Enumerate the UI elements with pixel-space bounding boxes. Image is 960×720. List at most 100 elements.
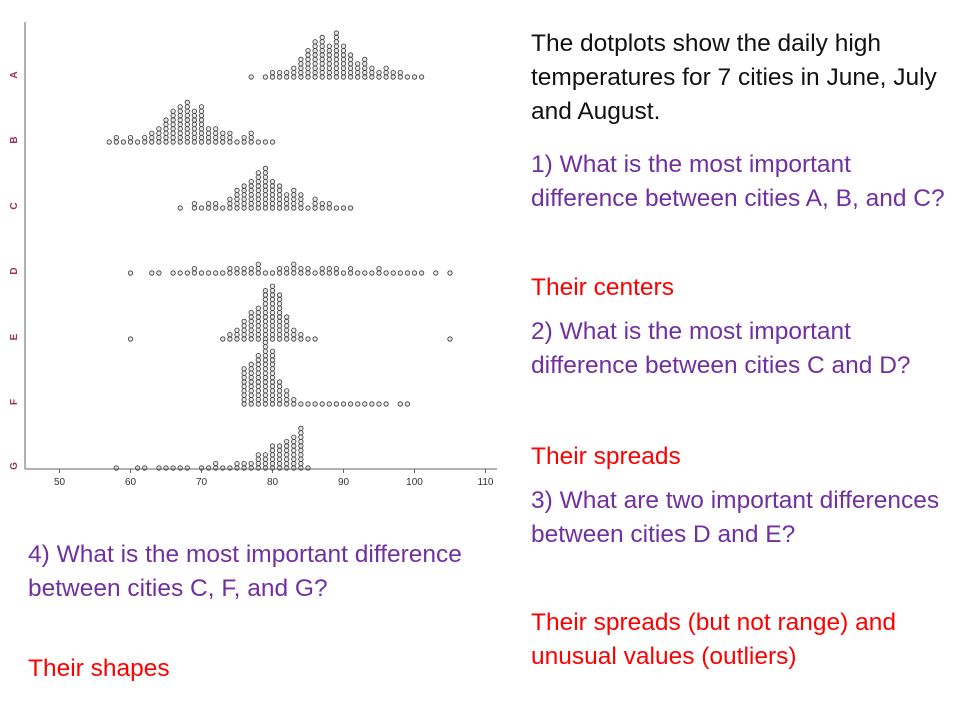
dot (198, 113, 205, 119)
dot (376, 74, 382, 80)
dot (276, 183, 283, 189)
dot (269, 327, 276, 333)
dot (333, 34, 339, 41)
dot (227, 139, 233, 145)
dot (163, 465, 169, 471)
dot (248, 323, 254, 329)
x-tick-label: 60 (125, 477, 137, 488)
dot (447, 270, 453, 276)
dot (319, 401, 325, 407)
dot (184, 113, 190, 119)
dot (255, 314, 261, 320)
dot (269, 314, 276, 320)
dot (347, 61, 354, 67)
dot (355, 74, 361, 80)
dot (248, 309, 254, 316)
dot (276, 401, 283, 407)
dot (298, 465, 304, 471)
dot (113, 135, 119, 141)
dot (255, 179, 261, 185)
dot (191, 139, 197, 145)
dot (241, 139, 247, 145)
dot (191, 117, 197, 123)
dot (269, 296, 276, 302)
dot (241, 374, 247, 381)
dot (220, 336, 226, 342)
dot (241, 396, 247, 403)
dot (269, 309, 276, 316)
dot (248, 74, 254, 80)
dot (227, 130, 233, 136)
category-label-b: B (9, 136, 20, 143)
dot (262, 305, 268, 311)
dot (276, 187, 283, 193)
dotplot-row-d: D (9, 261, 453, 276)
dot (284, 74, 290, 80)
dot (291, 447, 297, 453)
dot (177, 205, 183, 211)
dot (312, 39, 318, 45)
dot (276, 443, 283, 449)
dot (262, 465, 268, 471)
dot (447, 336, 453, 342)
dot (149, 130, 155, 136)
dot (184, 270, 190, 276)
dot (241, 401, 247, 407)
dot (326, 265, 332, 272)
dot (291, 401, 297, 407)
dot (177, 108, 183, 114)
dot (340, 70, 347, 76)
dot (298, 61, 304, 67)
dot (191, 121, 197, 128)
dot (284, 392, 290, 398)
dot (198, 108, 205, 114)
dot (319, 205, 325, 211)
question-3: 3) What are two important differences be… (531, 487, 940, 548)
dot (390, 74, 396, 80)
dot (184, 139, 190, 145)
dot (127, 336, 134, 342)
dot (248, 265, 254, 272)
dot (291, 65, 297, 71)
dot (184, 130, 190, 136)
dot (177, 270, 183, 276)
dot (255, 465, 261, 471)
dot (255, 366, 261, 372)
dot (227, 196, 233, 202)
dot (262, 456, 268, 462)
dot (248, 383, 254, 389)
dot (319, 201, 325, 207)
dot (291, 336, 297, 342)
dot (362, 270, 368, 276)
dot (291, 434, 297, 440)
dot (213, 201, 219, 207)
dot (284, 192, 290, 198)
dot (269, 361, 276, 367)
dot (312, 336, 318, 342)
dot (362, 56, 368, 63)
dot (305, 270, 311, 276)
dot (127, 139, 134, 145)
dot (262, 139, 268, 145)
dot (276, 314, 283, 320)
dot (149, 139, 155, 145)
dotplot-row-b: B (9, 99, 276, 145)
dot (269, 396, 276, 403)
dot (312, 47, 318, 54)
dot (411, 74, 418, 80)
dot (276, 452, 283, 458)
dot (255, 383, 261, 389)
dot (177, 104, 183, 110)
dot (269, 443, 276, 449)
dot (269, 192, 276, 198)
dot (248, 374, 254, 381)
dot (284, 465, 290, 471)
dot (234, 327, 240, 333)
dot (284, 318, 290, 324)
dot (156, 270, 162, 276)
dot (156, 130, 162, 136)
dot (255, 452, 261, 458)
dot (191, 113, 197, 119)
dot (227, 270, 233, 276)
dot (213, 465, 219, 471)
